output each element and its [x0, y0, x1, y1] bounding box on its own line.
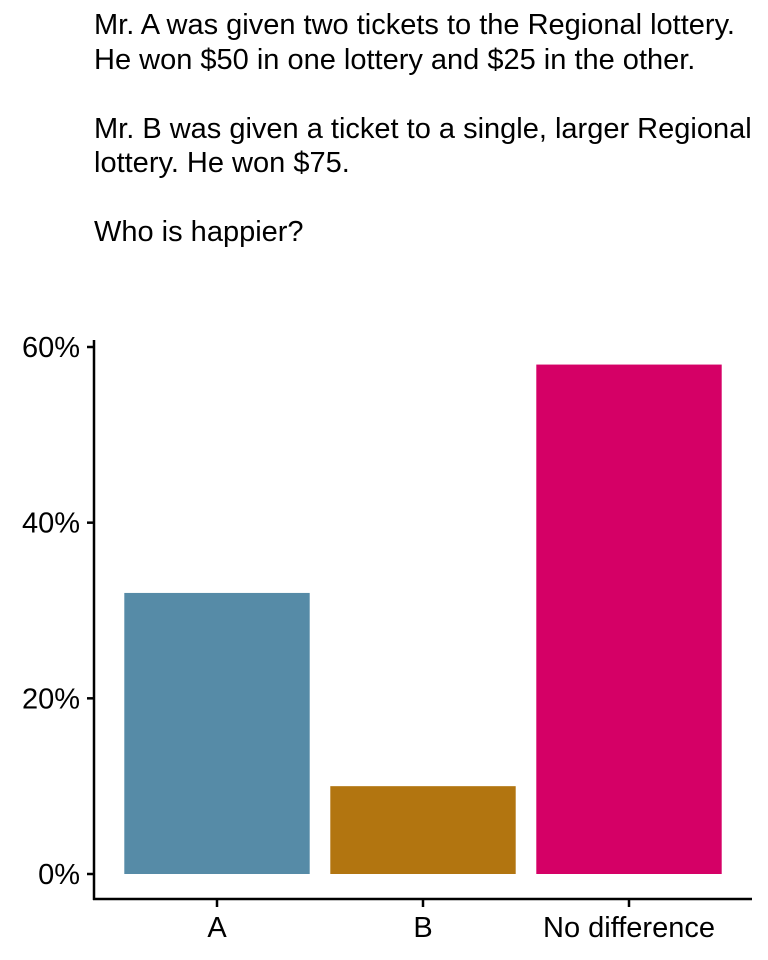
y-tick-label: 40% — [22, 508, 80, 540]
x-tick-label: B — [413, 912, 432, 944]
x-tick-label: No difference — [543, 912, 715, 944]
x-axis-ticks: A B No difference — [207, 900, 715, 944]
chart-title: Mr. A was given two tickets to the Regio… — [94, 9, 752, 248]
y-tick-label: 60% — [22, 332, 80, 364]
bar-no-difference — [536, 364, 722, 874]
bar-a — [124, 592, 310, 874]
x-tick-label: A — [207, 912, 227, 944]
y-tick-label: 0% — [38, 859, 80, 891]
y-axis-ticks: 0% 20% 40% 60% — [22, 332, 94, 891]
bar-b — [330, 786, 516, 874]
bars-group — [124, 364, 722, 874]
y-tick-label: 20% — [22, 683, 80, 715]
